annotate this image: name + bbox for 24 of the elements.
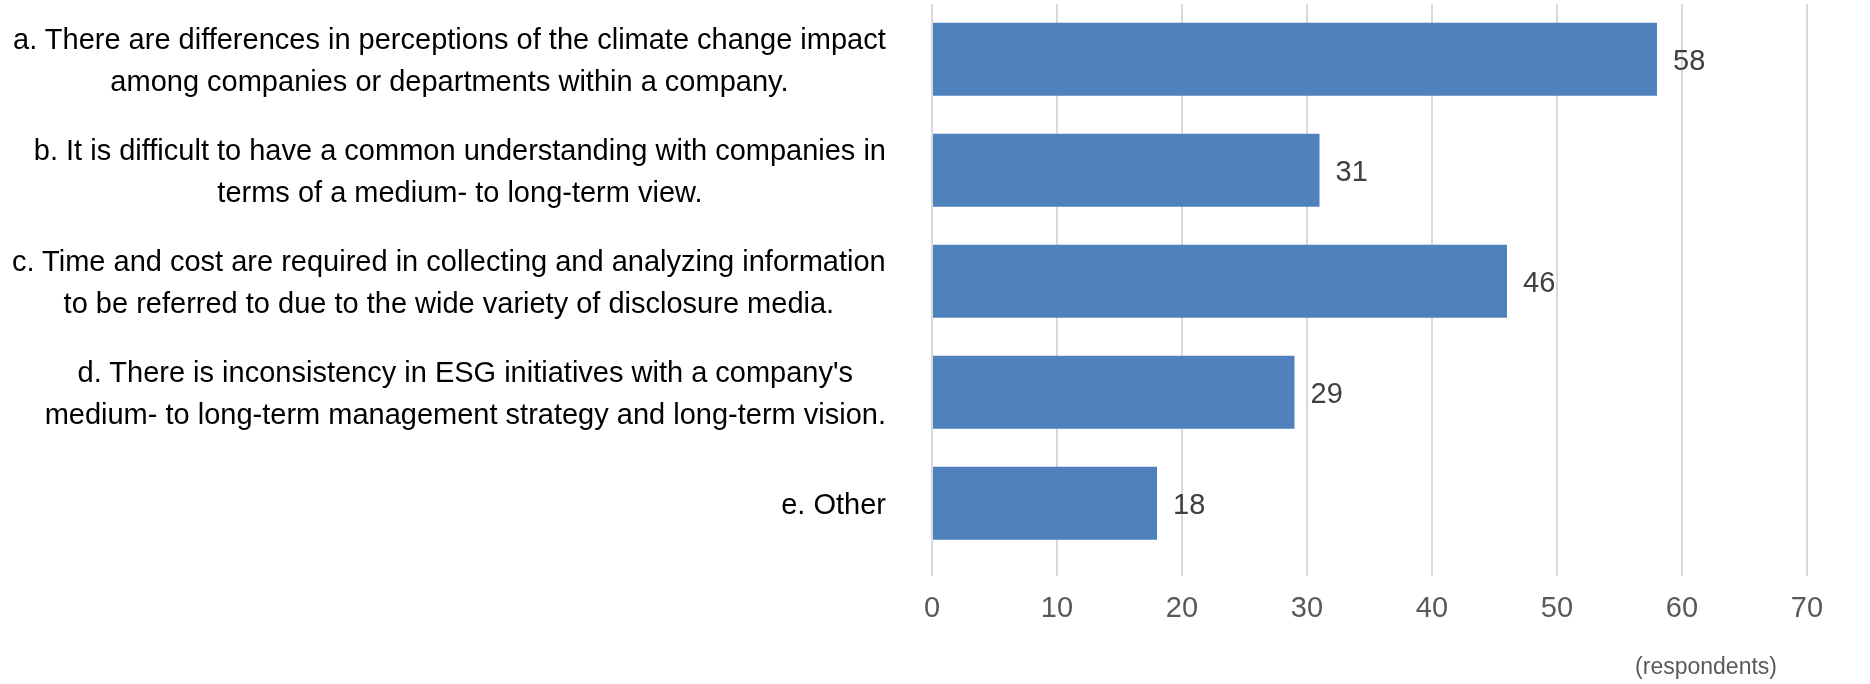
- x-tick-label: 50: [1540, 590, 1574, 623]
- data-label: 29: [1310, 376, 1343, 409]
- x-tick-label: 20: [1165, 590, 1199, 623]
- y-tick-label: d. There is inconsistency in ESG initiatives with a company's medium- to long-term management strategy and long-term vision.: [44, 355, 886, 430]
- bar: [932, 244, 1507, 318]
- x-tick-label: 60: [1665, 590, 1699, 623]
- x-tick-label: 30: [1290, 590, 1324, 623]
- x-tick-label: 40: [1415, 590, 1449, 623]
- y-tick-label: b. It is difficult to have a common understanding with companies in terms of a medium- to long-term view.: [33, 133, 886, 208]
- x-tick-label: 70: [1790, 590, 1824, 623]
- bar: [932, 355, 1295, 429]
- data-label: 46: [1523, 265, 1556, 298]
- y-tick-label: e. Other: [781, 487, 887, 520]
- x-tick-label: 0: [923, 590, 941, 623]
- data-label: 58: [1673, 43, 1706, 76]
- data-label: 18: [1173, 487, 1206, 520]
- x-axis-title: (respondents): [1635, 653, 1777, 679]
- y-tick-label: c. Time and cost are required in collecting and analyzing information to be referred to due to the wide variety of disclosure media.: [12, 244, 886, 319]
- y-tick-label: a. There are differences in perceptions of the climate change impact among companies or departments within a company.: [13, 22, 886, 97]
- bar: [932, 22, 1657, 96]
- data-label: 31: [1335, 154, 1368, 187]
- x-tick-label: 10: [1040, 590, 1074, 623]
- bar: [932, 133, 1320, 207]
- bar: [932, 466, 1157, 540]
